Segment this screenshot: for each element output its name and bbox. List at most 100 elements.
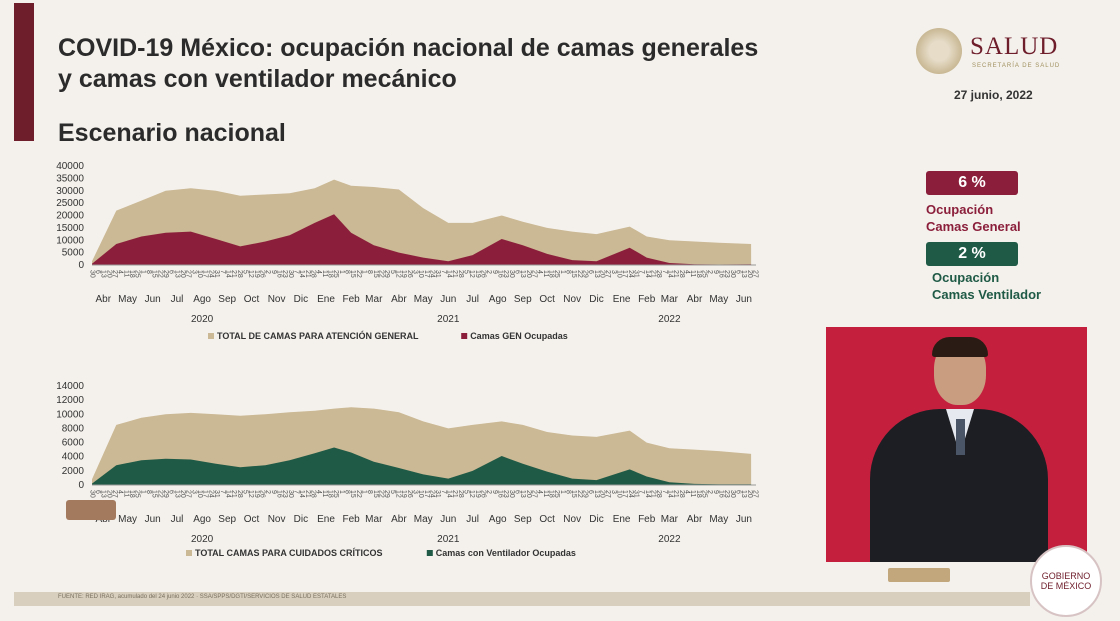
- decorative-photo-strip: [66, 500, 116, 520]
- general-week-tick-label: 1: [361, 270, 368, 274]
- critical-legend-swatch-0: [186, 550, 192, 556]
- critical-week-tick-label: 6: [168, 490, 175, 494]
- critical-week-tick-label: 30: [88, 490, 95, 498]
- critical-week-tick-label: 25: [701, 490, 708, 498]
- general-week-tick-label: 4: [117, 270, 124, 274]
- critical-week-tick-label: 28: [457, 490, 464, 498]
- critical-month-label: Feb: [342, 514, 360, 525]
- general-ytick-label: 5000: [62, 248, 85, 259]
- critical-week-tick-label: 22: [378, 490, 385, 498]
- critical-week-tick-label: 10: [417, 490, 424, 498]
- general-week-tick-label: 6: [514, 270, 521, 274]
- critical-week-tick-label: 26: [258, 490, 265, 498]
- general-month-label: Oct: [539, 294, 555, 305]
- critical-month-label: Jul: [466, 514, 479, 525]
- critical-series-area-1: [92, 447, 752, 485]
- critical-year-label: 2020: [191, 534, 214, 545]
- general-week-tick-label: 25: [134, 270, 141, 278]
- general-week-tick-label: 4: [684, 270, 691, 274]
- general-week-tick-label: 27: [604, 270, 611, 278]
- general-week-tick-label: 31: [633, 270, 640, 278]
- critical-week-tick-label: 6: [94, 490, 101, 494]
- general-week-tick-label: 13: [173, 270, 180, 278]
- critical-week-tick-label: 6: [587, 490, 594, 494]
- critical-month-label: Ago: [489, 514, 507, 525]
- critical-week-tick-label: 12: [468, 490, 475, 498]
- critical-week-tick-label: 5: [463, 490, 470, 494]
- critical-week-tick-label: 31: [434, 490, 441, 498]
- general-week-tick-label: 15: [570, 270, 577, 278]
- general-ytick-label: 30000: [56, 186, 84, 197]
- critical-ytick-label: 0: [78, 480, 84, 491]
- general-week-tick-label: 8: [344, 270, 351, 274]
- general-month-label: Feb: [638, 294, 656, 305]
- general-week-tick-label: 11: [321, 270, 328, 277]
- critical-ytick-label: 14000: [56, 381, 84, 392]
- logo-name: SALUD: [970, 33, 1059, 60]
- sign-language-interpreter-video: [826, 327, 1087, 562]
- critical-week-tick-label: 7: [219, 490, 226, 494]
- critical-week-tick-label: 23: [281, 490, 288, 498]
- general-week-tick-label: 21: [451, 270, 458, 278]
- critical-ytick-label: 8000: [62, 423, 85, 434]
- general-month-label: Jun: [736, 294, 752, 305]
- general-week-tick-label: 18: [128, 270, 135, 278]
- general-week-tick-label: 2: [706, 270, 713, 274]
- critical-beds-chart: 0200040006000800010000120001400030613202…: [56, 381, 758, 558]
- critical-week-tick-label: 9: [712, 490, 719, 494]
- general-week-tick-label: 16: [718, 270, 725, 278]
- critical-week-tick-label: 19: [253, 490, 260, 498]
- critical-week-tick-label: 17: [423, 490, 430, 498]
- critical-week-tick-label: 19: [400, 490, 407, 498]
- interpreter-tie: [956, 419, 965, 455]
- general-month-label: Abr: [391, 294, 407, 305]
- critical-week-tick-label: 6: [514, 490, 521, 494]
- general-week-tick-label: 12: [247, 270, 254, 278]
- general-month-label: Abr: [687, 294, 703, 305]
- critical-month-label: May: [709, 514, 728, 525]
- critical-week-tick-label: 7: [638, 490, 645, 494]
- gobierno-mexico-logo: GOBIERNO DE MÉXICO: [1030, 545, 1102, 617]
- critical-week-tick-label: 2: [264, 490, 271, 494]
- general-ytick-label: 10000: [56, 235, 84, 246]
- critical-week-tick-label: 18: [326, 490, 333, 498]
- critical-week-tick-label: 3: [190, 490, 197, 494]
- general-week-tick-label: 25: [332, 270, 339, 278]
- critical-week-tick-label: 21: [650, 490, 657, 498]
- critical-week-tick-label: 2: [485, 490, 492, 494]
- critical-month-label: Nov: [563, 514, 581, 525]
- general-week-tick-label: 14: [298, 270, 305, 278]
- general-week-tick-label: 3: [610, 270, 617, 274]
- general-week-tick-label: 8: [366, 270, 373, 274]
- critical-week-tick-label: 15: [151, 490, 158, 498]
- footer-text: FUENTE: RED IRAG, acumulado del 24 junio…: [58, 594, 347, 600]
- general-week-tick-label: 20: [105, 270, 112, 278]
- general-week-tick-label: 25: [553, 270, 560, 278]
- critical-week-tick-label: 21: [230, 490, 237, 498]
- critical-week-tick-label: 31: [213, 490, 220, 498]
- general-week-tick-label: 24: [627, 270, 634, 278]
- general-month-label: Abr: [96, 294, 112, 305]
- critical-month-label: Ene: [317, 514, 335, 525]
- critical-year-label: 2021: [437, 534, 460, 545]
- general-week-tick-label: 13: [519, 270, 526, 278]
- critical-week-tick-label: 1: [139, 490, 146, 494]
- critical-week-tick-label: 5: [241, 490, 248, 494]
- general-week-tick-label: 15: [372, 270, 379, 278]
- critical-week-tick-label: 13: [740, 490, 747, 498]
- general-week-tick-label: 21: [304, 270, 311, 278]
- general-week-tick-label: 18: [548, 270, 555, 278]
- critical-month-label: Nov: [268, 514, 286, 525]
- critical-week-tick-label: 22: [156, 490, 163, 498]
- general-month-label: Dic: [294, 294, 308, 305]
- critical-week-tick-label: 5: [389, 490, 396, 494]
- critical-week-tick-label: 8: [344, 490, 351, 494]
- general-week-tick-label: 27: [185, 270, 192, 278]
- critical-month-label: Abr: [687, 514, 703, 525]
- general-week-tick-label: 28: [678, 270, 685, 278]
- general-week-tick-label: 22: [576, 270, 583, 278]
- critical-week-tick-label: 18: [548, 490, 555, 498]
- critical-week-tick-label: 17: [202, 490, 209, 498]
- general-week-tick-label: 20: [179, 270, 186, 278]
- critical-week-tick-label: 9: [491, 490, 498, 494]
